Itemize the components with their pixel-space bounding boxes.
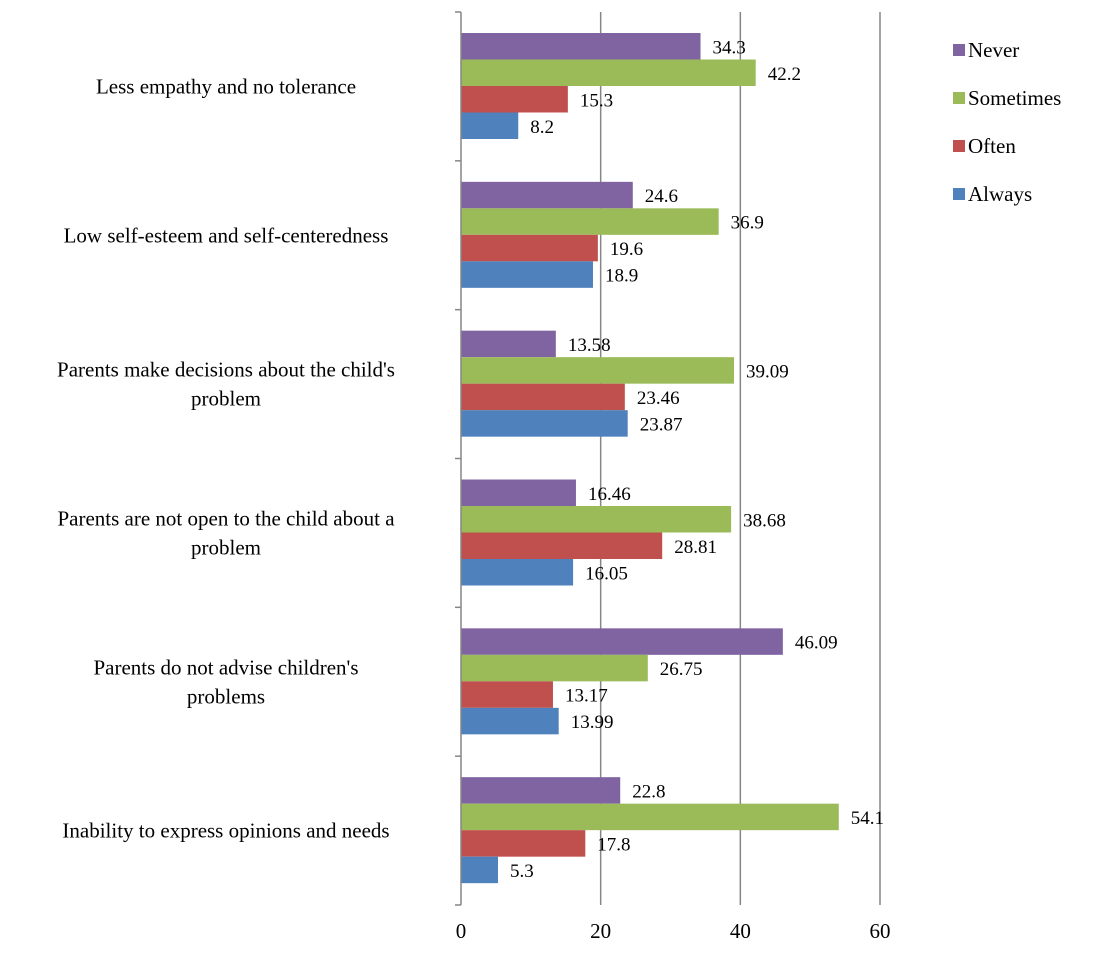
value-label-often-4: 28.81 [674, 537, 717, 558]
value-label-never-1: 34.3 [713, 37, 746, 58]
value-label-always-5: 13.99 [571, 712, 614, 733]
value-label-often-5: 13.17 [565, 686, 608, 707]
legend-label-sometimes: Sometimes [968, 86, 1061, 110]
legend-label-always: Always [968, 182, 1032, 206]
bar-often-5 [461, 681, 553, 708]
labels: 34.3 42.2 15.3 8.2 Less empathy and no toler… [57, 37, 890, 943]
bar-never-4 [461, 479, 576, 506]
bar-never-2 [461, 181, 633, 209]
legend-swatch-never [953, 44, 965, 56]
value-label-always-1: 8.2 [530, 117, 554, 138]
bar-often-6 [461, 830, 586, 857]
bar-never-1 [461, 33, 701, 60]
legend-label-never: Never [968, 38, 1019, 62]
value-label-sometimes-5: 26.75 [660, 659, 703, 680]
value-label-often-3: 23.46 [637, 388, 680, 409]
x-tick-label-40: 40 [730, 919, 751, 943]
value-label-never-3: 13.58 [568, 335, 611, 356]
value-label-sometimes-4: 38.68 [743, 510, 786, 531]
bar-often-1 [461, 86, 568, 113]
value-label-sometimes-6: 54.1 [851, 808, 884, 829]
gridlines [599, 12, 881, 905]
x-tick-label-60: 60 [870, 919, 891, 943]
value-label-always-2: 18.9 [605, 266, 638, 287]
category-label-4: Parents are not open to the child about … [57, 506, 395, 530]
value-label-often-2: 19.6 [610, 239, 643, 260]
bar-never-6 [461, 777, 621, 804]
category-label-2: Low self-esteem and self-centeredness [64, 223, 389, 247]
bar-always-1 [461, 112, 519, 139]
category-label-6: Inability to express opinions and needs [62, 819, 389, 843]
bar-sometimes-6 [461, 803, 839, 831]
value-label-always-3: 23.87 [640, 414, 683, 435]
value-label-sometimes-2: 36.9 [731, 213, 764, 234]
bar-often-2 [461, 234, 598, 262]
value-label-sometimes-3: 39.09 [746, 361, 789, 382]
bar-sometimes-3 [461, 357, 734, 384]
bar-sometimes-2 [461, 208, 719, 235]
bar-always-5 [461, 707, 559, 735]
legend-swatch-often [953, 140, 965, 152]
axes [455, 11, 462, 906]
value-label-sometimes-1: 42.2 [768, 64, 801, 85]
legend-label-often: Often [968, 134, 1016, 158]
bar-never-3 [461, 330, 556, 358]
legend-swatch-always [953, 188, 965, 200]
legend: Never Sometimes Often Always [953, 38, 1061, 206]
category-label-5: Parents do not advise children's [93, 655, 358, 679]
value-label-never-5: 46.09 [795, 633, 838, 654]
x-tick-label-0: 0 [456, 919, 467, 943]
value-label-often-6: 17.8 [597, 834, 630, 855]
bar-always-4 [461, 559, 574, 586]
bar-often-4 [461, 532, 663, 559]
x-tick-label-20: 20 [590, 919, 611, 943]
bar-always-6 [461, 856, 499, 884]
category-label-5: problems [187, 684, 265, 708]
bar-always-2 [461, 261, 593, 288]
bar-never-5 [461, 628, 783, 655]
bar-always-3 [461, 410, 628, 437]
category-label-4: problem [191, 535, 261, 559]
category-label-1: Less empathy and no tolerance [96, 74, 356, 98]
value-label-often-1: 15.3 [580, 90, 613, 111]
value-label-never-2: 24.6 [645, 186, 678, 207]
category-label-3: Parents make decisions about the child's [57, 358, 395, 382]
bar-often-3 [461, 383, 625, 411]
bars [461, 33, 839, 884]
value-label-never-6: 22.8 [632, 781, 665, 802]
value-label-always-6: 5.3 [510, 861, 534, 882]
bar-sometimes-5 [461, 654, 648, 682]
legend-swatch-sometimes [953, 92, 965, 104]
value-label-always-4: 16.05 [585, 563, 628, 584]
bar-sometimes-1 [461, 59, 756, 86]
category-label-3: problem [191, 387, 261, 411]
value-label-never-4: 16.46 [588, 484, 631, 505]
bar-sometimes-4 [461, 506, 732, 533]
